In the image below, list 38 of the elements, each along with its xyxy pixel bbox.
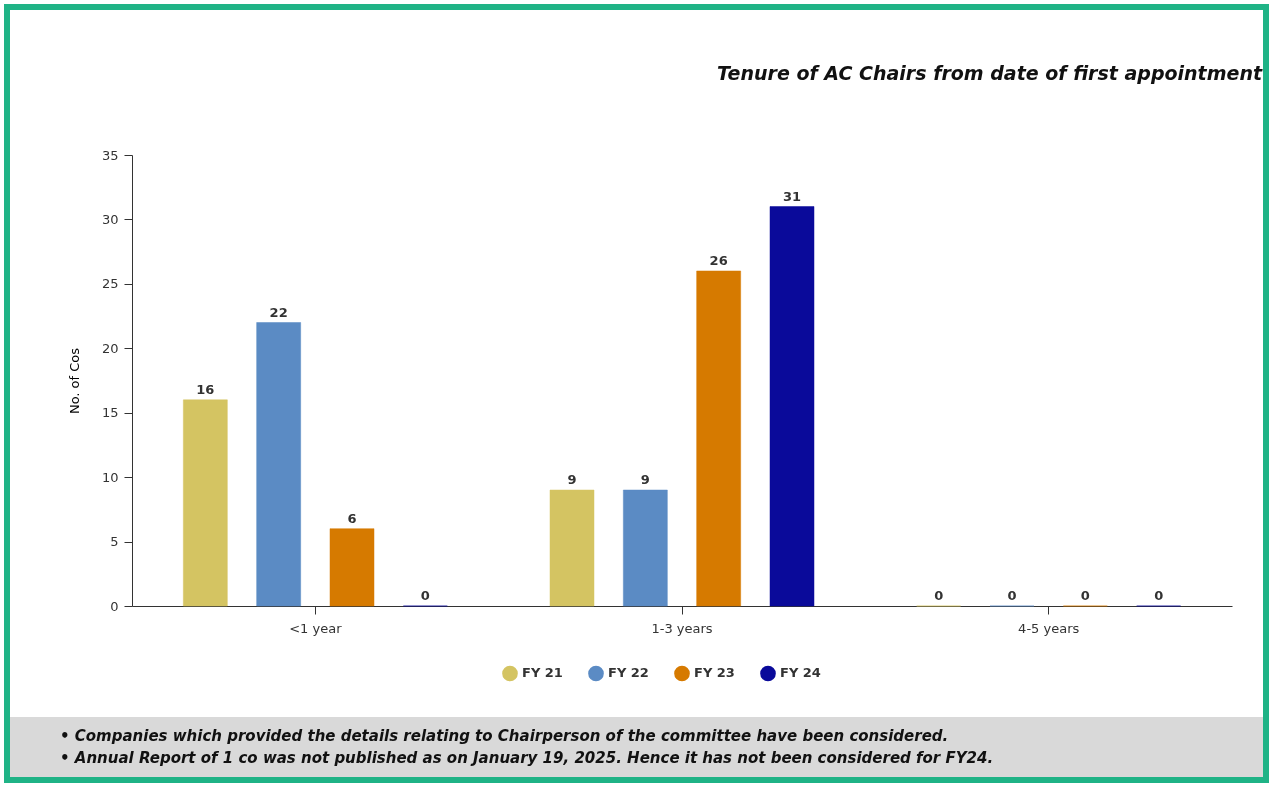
y-tick-label: 15 bbox=[101, 405, 119, 421]
data-label: 0 bbox=[1154, 588, 1164, 603]
bar bbox=[696, 270, 741, 607]
bar bbox=[183, 399, 228, 607]
text: • Annual Report of 1 co was not published as on January 19, 2025. Hence it has not been considered for FY24. bbox=[60, 748, 995, 769]
y-tick-label: 5 bbox=[110, 534, 119, 550]
text: • Companies which provided the details relating to Chairperson of the committee have been considered. bbox=[60, 726, 950, 747]
bar bbox=[769, 206, 815, 607]
data-label: 31 bbox=[782, 188, 802, 204]
data-label: 22 bbox=[269, 304, 288, 320]
y-tick-label: 30 bbox=[101, 211, 119, 227]
data-label: 16 bbox=[196, 381, 215, 397]
legend-label: FY 23 bbox=[694, 665, 735, 681]
data-label: 9 bbox=[640, 472, 650, 488]
bar bbox=[549, 489, 595, 607]
data-label: 0 bbox=[420, 588, 430, 603]
x-tick-label: 1-3 years bbox=[651, 620, 713, 636]
data-label: 9 bbox=[567, 472, 577, 488]
y-tick-label: 0 bbox=[110, 598, 119, 614]
data-label: 6 bbox=[347, 510, 357, 526]
bar bbox=[256, 322, 301, 607]
x-tick-label: 4-5 years bbox=[1018, 620, 1080, 636]
legend-label: FY 24 bbox=[780, 665, 821, 681]
y-tick-label: 35 bbox=[101, 147, 119, 163]
bar bbox=[329, 528, 375, 607]
y-axis-title: No. of Cos bbox=[66, 347, 82, 415]
bar bbox=[623, 489, 668, 607]
chart-title: Tenure of AC Chairs from date of first appointment bbox=[717, 62, 1263, 84]
y-tick-label: 20 bbox=[101, 340, 119, 356]
y-tick-label: 10 bbox=[101, 469, 119, 485]
x-tick-label: <1 year bbox=[289, 620, 343, 636]
data-label: 0 bbox=[1007, 588, 1017, 603]
data-label: 0 bbox=[1080, 588, 1090, 603]
data-label: 0 bbox=[934, 588, 944, 603]
legend-label: FY 21 bbox=[522, 665, 563, 681]
y-tick-label: 25 bbox=[101, 276, 119, 292]
data-label: 26 bbox=[709, 252, 728, 268]
legend-label: FY 22 bbox=[608, 665, 649, 681]
